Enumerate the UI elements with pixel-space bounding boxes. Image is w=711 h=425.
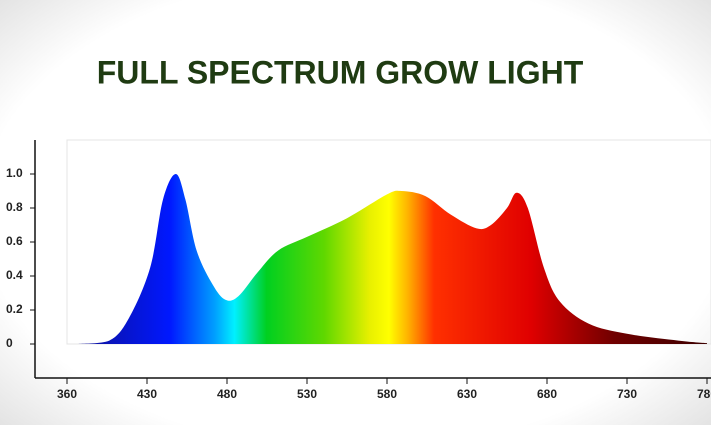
x-tick-label: 780 bbox=[697, 387, 711, 401]
x-tick-label: 430 bbox=[137, 387, 157, 401]
x-tick-label: 530 bbox=[297, 387, 317, 401]
x-tick-label: 730 bbox=[617, 387, 637, 401]
y-tick-label: 0.6 bbox=[6, 234, 23, 248]
chart-title: FULL SPECTRUM GROW LIGHT bbox=[97, 54, 584, 90]
y-tick-label: 0.8 bbox=[6, 200, 23, 214]
y-tick-label: 0.4 bbox=[6, 268, 23, 282]
x-tick-label: 580 bbox=[377, 387, 397, 401]
x-tick-label: 360 bbox=[57, 387, 77, 401]
y-tick-label: 1.0 bbox=[6, 166, 23, 180]
x-tick-label: 480 bbox=[217, 387, 237, 401]
x-tick-label: 680 bbox=[537, 387, 557, 401]
x-tick-label: 630 bbox=[457, 387, 477, 401]
y-tick-label: 0 bbox=[6, 336, 13, 350]
y-tick-label: 0.2 bbox=[6, 302, 23, 316]
spectrum-area bbox=[78, 174, 707, 344]
